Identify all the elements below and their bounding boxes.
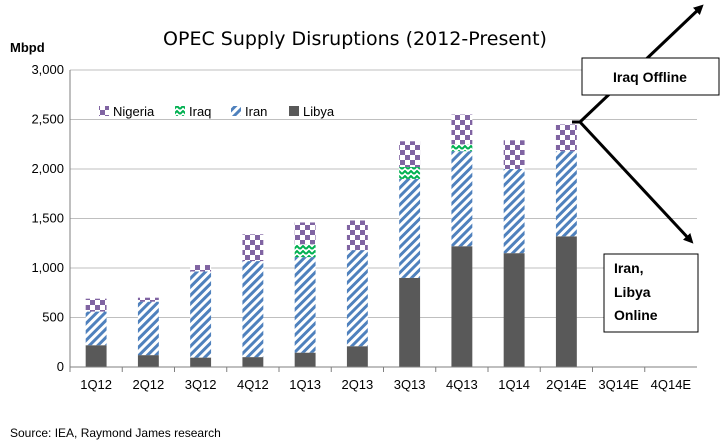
iran-libya-online-line-3: Online — [614, 307, 658, 323]
legend-swatch-iraq — [175, 106, 185, 116]
legend-swatch-libya — [289, 106, 299, 116]
bar-segment-libya — [399, 277, 421, 367]
bar-segment-iran — [399, 178, 421, 278]
y-axis-unit-label: Mbpd — [10, 40, 45, 55]
x-tick-label: 3Q13 — [394, 377, 426, 392]
bar-segment-nigeria — [503, 140, 525, 169]
iraq-offline-box — [581, 57, 720, 96]
bar-segment-iran — [242, 261, 264, 358]
bar-segment-iran — [346, 250, 368, 347]
y-tick-label: 500 — [42, 310, 64, 325]
bar-segment-nigeria — [451, 114, 473, 145]
x-tick-label: 3Q12 — [185, 377, 217, 392]
legend-label-libya: Libya — [303, 104, 335, 119]
chart-title: OPEC Supply Disruptions (2012-Present) — [163, 28, 547, 50]
iraq-offline-text: Iraq Offline — [613, 69, 687, 85]
legend-swatch-iran — [231, 106, 241, 116]
bar-segment-libya — [294, 352, 316, 367]
x-axis-ticks: 1Q12 2Q12 3Q12 4Q12 1Q13 2Q13 3Q13 4Q13 1Q14 2Q14… — [69, 367, 692, 392]
bar-segment-iran — [137, 301, 159, 356]
iran-libya-online-line-2: Libya — [614, 284, 651, 300]
bar-segment-iran — [85, 311, 107, 346]
x-tick-label: 2Q13 — [341, 377, 373, 392]
x-tick-label: 1Q12 — [80, 377, 112, 392]
bar-segment-iran — [555, 151, 577, 237]
legend-swatch-nigeria — [99, 106, 109, 116]
bar-segment-nigeria — [555, 124, 577, 152]
bar-segment-libya — [190, 357, 212, 367]
bar-segment-iraq — [451, 144, 473, 152]
iran-libya-online-box — [603, 253, 699, 333]
x-tick-label: 4Q14E — [651, 377, 692, 392]
bar-segment-nigeria — [137, 297, 159, 302]
legend-label-iraq: Iraq — [189, 104, 211, 119]
bar-segment-iraq — [399, 167, 421, 179]
bar-segment-nigeria — [85, 298, 107, 312]
iran-libya-online-line-1: Iran, — [614, 260, 644, 276]
x-tick-label: 2Q14E — [546, 377, 587, 392]
x-tick-label: 3Q14E — [598, 377, 639, 392]
bar-segment-nigeria — [399, 141, 421, 168]
x-tick-label: 2Q12 — [132, 377, 164, 392]
gridlines — [70, 69, 697, 318]
x-tick-label: 1Q13 — [289, 377, 321, 392]
bar-segment-nigeria — [190, 265, 212, 272]
y-tick-label: 1,500 — [31, 211, 64, 226]
bar-segment-libya — [242, 357, 264, 367]
y-axis-ticks: 0 500 1,000 1,500 2,000 2,500 3,000 — [31, 62, 64, 374]
x-tick-label: 1Q14 — [498, 377, 530, 392]
bar-segment-nigeria — [294, 222, 316, 245]
bar-segment-libya — [555, 236, 577, 367]
bar-segment-nigeria — [346, 220, 368, 251]
y-tick-label: 3,000 — [31, 62, 64, 77]
source-note: Source: IEA, Raymond James research — [10, 426, 221, 440]
bar-segment-nigeria — [242, 234, 264, 262]
legend: Nigeria Iraq Iran Libya — [99, 104, 335, 119]
bar-segment-iraq — [294, 244, 316, 258]
x-tick-label: 4Q12 — [237, 377, 269, 392]
bar-segment-libya — [503, 253, 525, 367]
x-tick-label: 4Q13 — [446, 377, 478, 392]
bar-segment-iran — [451, 151, 473, 247]
bar-segment-iran — [190, 271, 212, 358]
legend-label-iran: Iran — [245, 104, 267, 119]
bar-segment-libya — [346, 346, 368, 367]
y-tick-label: 2,000 — [31, 161, 64, 176]
y-tick-label: 1,000 — [31, 260, 64, 275]
bar-segment-iran — [503, 169, 525, 254]
annotation-arrow-down — [578, 120, 694, 244]
bar-segment-libya — [451, 246, 473, 367]
y-tick-label: 0 — [57, 359, 64, 374]
bar-segment-iran — [294, 257, 316, 353]
y-tick-label: 2,500 — [31, 112, 64, 127]
bar-stacks — [85, 114, 577, 367]
legend-label-nigeria: Nigeria — [113, 104, 155, 119]
bar-segment-libya — [85, 345, 107, 367]
bar-segment-libya — [137, 355, 159, 367]
